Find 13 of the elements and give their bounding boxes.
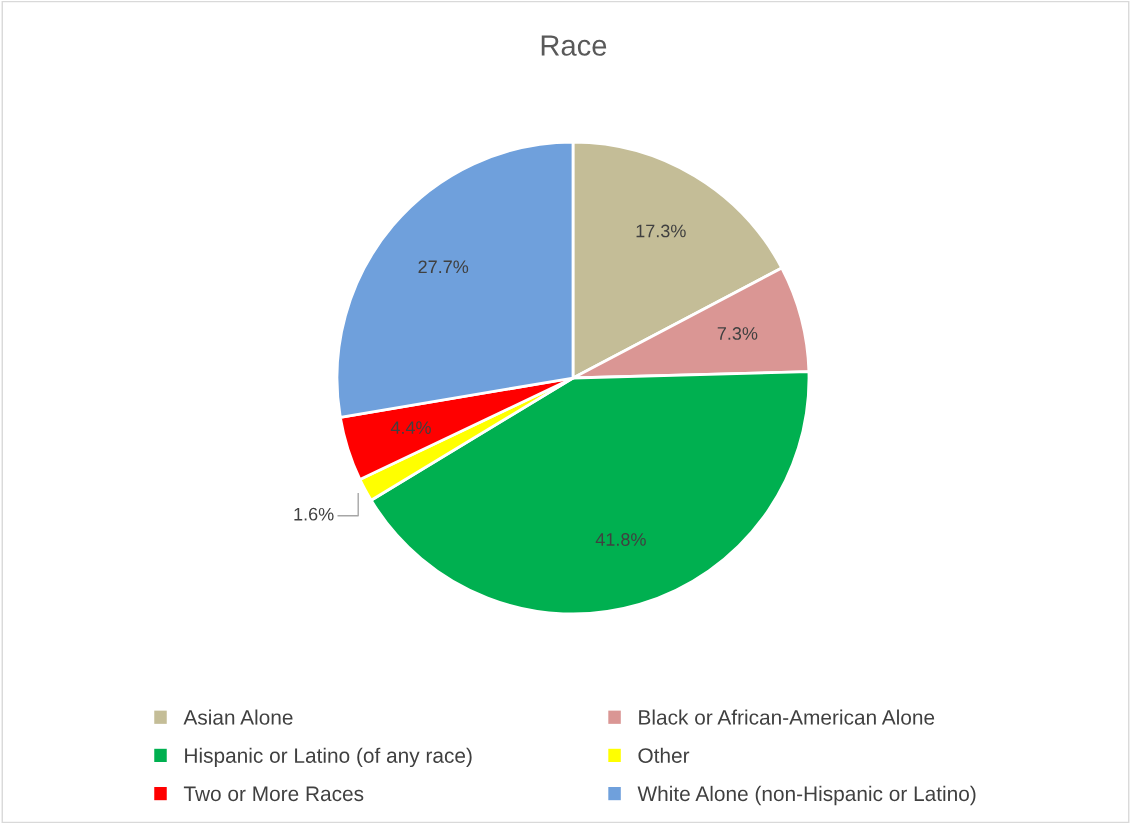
data-label: 4.4% [390, 421, 431, 434]
data-label: 41.8% [595, 533, 646, 546]
data-label: 17.3% [636, 224, 686, 238]
legend-label: Asian Alone [183, 709, 293, 725]
legend-label: Hispanic or Latino (of any race) [185, 747, 472, 768]
data-label: 27.7% [418, 260, 469, 274]
legend-label: Black or African-American Alone [639, 709, 935, 725]
data-label: 7.3% [717, 327, 758, 340]
legend-label: Other [638, 747, 690, 763]
legend-label: White Alone (non-Hispanic or Latino) [637, 785, 976, 806]
legend-label: Two or More Races [183, 786, 364, 802]
data-label: 1.6% [294, 507, 334, 521]
chart-title: Race [541, 35, 607, 56]
